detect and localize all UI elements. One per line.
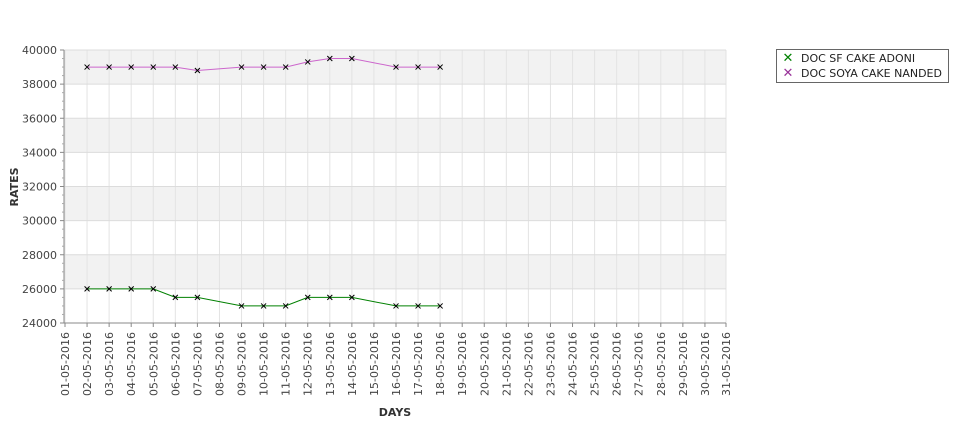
y-tick-label: 34000	[22, 146, 57, 159]
series-layer	[84, 55, 443, 309]
x-tick-label: 16-05-2016	[390, 332, 403, 396]
data-point-marker	[128, 64, 135, 70]
data-point-marker	[238, 303, 245, 309]
y-axis-title: RATES	[8, 167, 21, 206]
x-tick-label: 12-05-2016	[302, 332, 315, 396]
x-tick-label: 19-05-2016	[456, 332, 469, 396]
x-tick-label: 09-05-2016	[236, 332, 249, 396]
data-point-marker	[150, 286, 157, 292]
series-2	[84, 55, 443, 74]
x-tick-label: 18-05-2016	[434, 332, 447, 396]
x-tick-label: 26-05-2016	[611, 332, 624, 396]
y-tick-label: 26000	[22, 283, 57, 296]
data-point-marker	[84, 286, 90, 292]
data-point-marker	[349, 55, 355, 62]
data-point-marker	[172, 64, 179, 70]
x-tick-label: 24-05-2016	[567, 332, 580, 396]
x-tick-label: 29-05-2016	[677, 332, 690, 396]
data-point-marker	[106, 64, 112, 70]
data-point-marker	[326, 294, 333, 301]
legend-item-soya-cake-nanded: ✕ DOC SOYA CAKE NANDED	[781, 66, 942, 81]
x-tick-label: 25-05-2016	[589, 332, 602, 396]
plot-band	[64, 254, 726, 289]
y-tick-label: 28000	[22, 249, 57, 262]
x-tick-label: 02-05-2016	[81, 332, 94, 396]
x-tick-label: 10-05-2016	[258, 332, 271, 396]
data-point-marker	[260, 64, 267, 70]
x-tick-label: 08-05-2016	[213, 332, 226, 396]
legend-item-sf-cake-adoni: ✕ DOC SF CAKE ADONI	[781, 51, 942, 66]
data-point-marker	[415, 64, 421, 70]
x-tick-label: 28-05-2016	[655, 332, 668, 396]
data-point-marker	[349, 294, 355, 301]
x-tick-label: 31-05-2016	[720, 332, 733, 396]
data-point-marker	[393, 303, 399, 309]
x-axis-title: DAYS	[379, 406, 412, 419]
data-point-marker	[238, 64, 245, 70]
legend-label: DOC SF CAKE ADONI	[801, 52, 916, 65]
plot-band	[64, 118, 726, 153]
x-tick-label: 21-05-2016	[500, 332, 513, 396]
data-point-marker	[150, 64, 157, 70]
data-point-marker	[106, 286, 112, 292]
data-point-marker	[393, 64, 399, 70]
y-tick-label: 30000	[22, 215, 57, 228]
data-point-marker	[172, 294, 179, 301]
x-tick-label: 27-05-2016	[633, 332, 646, 396]
data-point-marker	[437, 64, 443, 70]
y-tick-label: 24000	[22, 317, 57, 330]
x-tick-label: 17-05-2016	[412, 332, 425, 396]
x-tick-label: 22-05-2016	[522, 332, 535, 396]
x-tick-label: 30-05-2016	[699, 332, 712, 396]
y-tick-label: 32000	[22, 181, 57, 194]
y-tick-labels: 24000 26000 28000 30000 32000 34000 36000 38000…	[22, 44, 64, 330]
legend-marker-icon: ✕	[782, 51, 794, 66]
x-tick-label: 07-05-2016	[191, 332, 204, 396]
legend: ✕ DOC SF CAKE ADONI ✕ DOC SOYA CAKE NAND…	[776, 49, 949, 83]
data-point-marker	[260, 303, 267, 309]
data-point-marker	[326, 55, 333, 62]
data-point-marker	[282, 64, 289, 70]
x-tick-label: 13-05-2016	[324, 332, 337, 396]
legend-marker-icon: ✕	[782, 66, 794, 81]
data-point-marker	[282, 303, 289, 309]
x-tick-label: 06-05-2016	[169, 332, 182, 396]
plot-band	[64, 186, 726, 221]
y-tick-label: 38000	[22, 78, 57, 91]
x-tick-labels: 01-05-2016 02-05-2016 03-05-2016 04-05-2016…	[59, 323, 733, 396]
x-tick-label: 20-05-2016	[478, 332, 491, 396]
series-1	[84, 286, 443, 309]
legend-label: DOC SOYA CAKE NANDED	[801, 67, 942, 80]
x-tick-label: 11-05-2016	[280, 332, 293, 396]
y-tick-label: 40000	[22, 44, 57, 57]
y-tick-label: 36000	[22, 112, 57, 125]
x-tick-label: 05-05-2016	[147, 332, 160, 396]
x-tick-label: 01-05-2016	[59, 332, 72, 396]
data-point-marker	[415, 303, 421, 309]
data-point-marker	[194, 67, 201, 74]
x-tick-label: 15-05-2016	[368, 332, 381, 396]
data-point-marker	[304, 59, 311, 65]
data-point-marker	[304, 294, 311, 301]
data-point-marker	[194, 294, 201, 301]
x-tick-label: 14-05-2016	[346, 332, 359, 396]
x-tick-label: 04-05-2016	[125, 332, 138, 396]
data-point-marker	[437, 303, 443, 309]
data-point-marker	[84, 64, 90, 70]
x-tick-label: 23-05-2016	[544, 332, 557, 396]
x-tick-label: 03-05-2016	[103, 332, 116, 396]
data-point-marker	[128, 286, 135, 292]
